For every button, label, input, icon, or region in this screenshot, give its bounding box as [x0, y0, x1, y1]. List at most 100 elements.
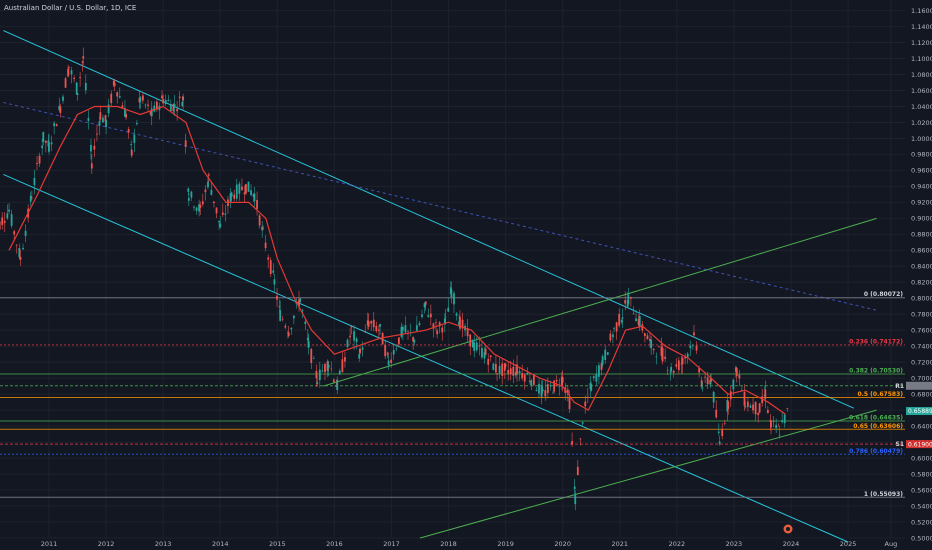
- candle-body: [571, 440, 574, 445]
- candle-body: [432, 323, 435, 329]
- pivot-label-s1: S1: [896, 441, 905, 448]
- candle-body: [530, 380, 533, 386]
- candle-body: [392, 350, 395, 355]
- candle-body: [509, 368, 512, 374]
- candle-body: [471, 340, 474, 348]
- candle-body: [473, 342, 476, 351]
- candle-body: [744, 406, 747, 408]
- x-tick-label: 2024: [783, 540, 800, 548]
- candle-body: [704, 376, 706, 378]
- candle-body: [487, 358, 490, 365]
- candle-body: [641, 324, 644, 331]
- x-tick-label: 2025: [840, 540, 857, 548]
- last-price-tag: 0.65889: [908, 408, 932, 415]
- candle-body: [195, 207, 198, 211]
- candle-body: [204, 189, 207, 193]
- candle-body: [359, 348, 361, 354]
- y-tick-label: 1.16000: [911, 7, 932, 15]
- candle-body: [579, 438, 582, 440]
- candle-body: [304, 321, 307, 324]
- candle-body: [48, 142, 50, 152]
- candle-body: [6, 213, 9, 219]
- candle-body: [758, 403, 761, 413]
- candle-body: [595, 373, 598, 382]
- candle-body: [315, 370, 318, 379]
- candle-body: [421, 314, 423, 317]
- candle-body: [447, 307, 450, 312]
- candle-body: [627, 294, 630, 305]
- candle-body: [612, 334, 614, 338]
- candle-body: [30, 197, 33, 199]
- candle-body: [715, 409, 718, 418]
- candle-body: [770, 420, 772, 428]
- time-axis[interactable]: 2011 2012 2013 2014 2015 2016 2017 2018 2019 2020…: [41, 540, 898, 548]
- candle-body: [386, 352, 389, 356]
- candle-body: [526, 372, 529, 375]
- candle-body: [495, 363, 497, 373]
- candle-body: [514, 371, 517, 376]
- candle-body: [466, 328, 469, 337]
- candle-body: [609, 333, 612, 341]
- chart-title: Australian Dollar / U.S. Dollar, 1D, ICE: [4, 4, 136, 12]
- candle-body: [478, 345, 481, 347]
- candle-body: [233, 194, 236, 199]
- candle-body: [75, 82, 78, 95]
- candle-body: [272, 270, 275, 273]
- fibonacci-levels: 0 (0.80072) 0.236 (0.74172) 0.382 (0.70530…: [0, 291, 905, 498]
- candle-body: [427, 315, 430, 317]
- candle-body: [400, 326, 403, 337]
- candle-body: [326, 361, 329, 371]
- candle-body: [566, 389, 569, 395]
- candle-body: [355, 338, 358, 343]
- candle-body: [87, 117, 90, 121]
- candle-body: [574, 493, 577, 505]
- candle-body: [76, 93, 79, 96]
- x-tick-label: 2022: [669, 540, 686, 548]
- candle-body: [199, 204, 202, 208]
- candle-body: [150, 108, 153, 117]
- tradingview-logo-icon[interactable]: [783, 524, 793, 534]
- candle-body: [173, 104, 176, 108]
- candle-body: [650, 339, 653, 349]
- candle-body: [429, 313, 432, 318]
- candle-body: [41, 145, 44, 149]
- candle-body: [652, 349, 655, 351]
- candle-body: [153, 105, 156, 112]
- candle-body: [418, 323, 421, 326]
- candle-body: [318, 369, 321, 381]
- candle-body: [384, 345, 387, 357]
- candle-body: [754, 401, 757, 415]
- candle-body: [44, 140, 47, 143]
- candle-body: [90, 163, 93, 169]
- candle-body: [229, 193, 232, 203]
- candle-body: [105, 120, 107, 128]
- candle-body: [752, 404, 754, 411]
- candle-body: [541, 389, 544, 392]
- candle-body: [655, 356, 658, 358]
- candle-body: [590, 384, 593, 391]
- candle-body: [453, 293, 455, 305]
- candle-body: [786, 408, 789, 409]
- y-tick-label: 1.08000: [911, 71, 932, 79]
- candle-body: [637, 318, 640, 325]
- candle-body: [615, 322, 618, 332]
- candle-body: [312, 358, 315, 360]
- candle-body: [201, 201, 204, 205]
- y-tick-label: 1.06000: [911, 87, 932, 95]
- candle-body: [661, 347, 664, 362]
- candle-body: [224, 213, 227, 215]
- candle-body: [660, 346, 663, 356]
- candle-body: [161, 95, 163, 99]
- candle-body: [624, 300, 627, 304]
- fib-label: 0.786 (0.60479): [849, 448, 903, 455]
- candle-body: [401, 326, 404, 331]
